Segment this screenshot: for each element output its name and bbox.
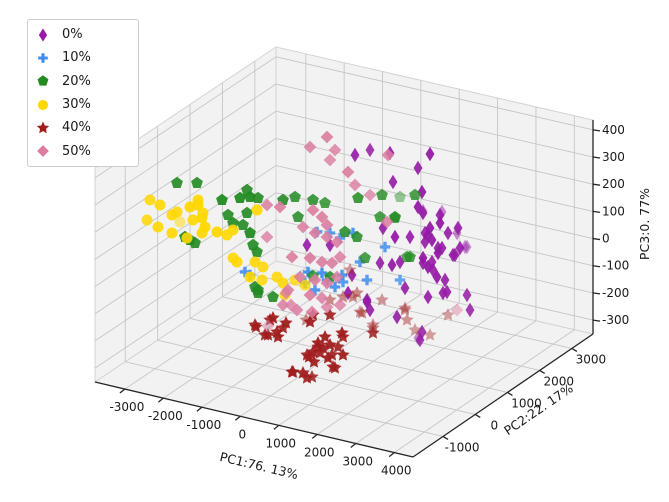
svg-text:-1000: -1000 bbox=[445, 440, 480, 454]
svg-text:3000: 3000 bbox=[342, 455, 373, 469]
legend-label: 40% bbox=[62, 120, 91, 136]
legend-marker-plus-icon bbox=[38, 53, 48, 63]
legend-label: 0% bbox=[62, 27, 83, 43]
legend-item-40%: 40% bbox=[34, 117, 132, 139]
svg-text:-300: -300 bbox=[602, 313, 629, 327]
svg-text:1000: 1000 bbox=[511, 396, 542, 410]
svg-text:0: 0 bbox=[239, 427, 247, 441]
legend-marker-pentagon-icon bbox=[37, 75, 49, 86]
tick-labels: -3000-2000-100001000200030004000-1000010… bbox=[109, 123, 629, 478]
legend-item-0%: 0% bbox=[34, 24, 132, 46]
svg-text:-3000: -3000 bbox=[109, 400, 144, 414]
legend-item-20%: 20% bbox=[34, 70, 132, 92]
svg-text:2000: 2000 bbox=[543, 374, 574, 388]
legend-label: 20% bbox=[62, 73, 91, 89]
legend-marker-diamond-icon bbox=[37, 145, 49, 158]
svg-text:-100: -100 bbox=[602, 259, 629, 273]
svg-text:-1000: -1000 bbox=[186, 418, 221, 432]
svg-text:0: 0 bbox=[490, 418, 498, 432]
svg-text:4000: 4000 bbox=[381, 464, 412, 478]
svg-text:-200: -200 bbox=[602, 286, 629, 300]
legend-item-30%: 30% bbox=[34, 94, 132, 116]
svg-text:0: 0 bbox=[602, 232, 610, 246]
legend: 0% 10% 20% 30% 40% 50% bbox=[27, 19, 139, 167]
z-axis-label: PC3:0. 77% bbox=[637, 188, 652, 260]
svg-text:200: 200 bbox=[602, 177, 625, 191]
svg-text:100: 100 bbox=[602, 204, 625, 218]
svg-text:3000: 3000 bbox=[576, 352, 607, 366]
legend-label: 30% bbox=[62, 97, 91, 113]
legend-marker-circle-icon bbox=[37, 99, 49, 110]
scatter-series-20% bbox=[171, 176, 421, 303]
svg-text:1000: 1000 bbox=[266, 436, 297, 450]
svg-text:2000: 2000 bbox=[304, 445, 335, 459]
svg-text:300: 300 bbox=[602, 150, 625, 164]
legend-item-10%: 10% bbox=[34, 47, 132, 69]
axis-spines bbox=[94, 120, 601, 458]
svg-text:-2000: -2000 bbox=[148, 409, 183, 423]
legend-label: 10% bbox=[62, 50, 91, 66]
legend-marker-thin-diamond-icon bbox=[38, 28, 48, 42]
x-axis-label: PC1:76. 13% bbox=[218, 449, 299, 482]
scatter-series-30% bbox=[141, 194, 311, 301]
legend-marker-star-icon bbox=[36, 121, 50, 134]
legend-item-50%: 50% bbox=[34, 140, 132, 162]
legend-label: 50% bbox=[62, 143, 91, 159]
svg-text:400: 400 bbox=[602, 123, 625, 137]
